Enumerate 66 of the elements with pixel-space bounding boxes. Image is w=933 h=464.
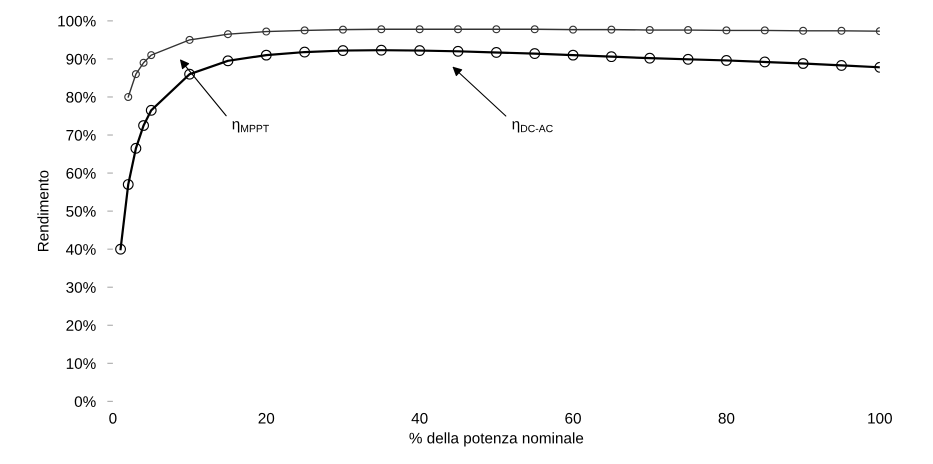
point	[377, 25, 386, 34]
point	[606, 51, 617, 62]
point	[722, 26, 730, 34]
y-tick-label: 20%	[66, 320, 96, 331]
point	[452, 46, 464, 57]
point	[416, 25, 424, 34]
point	[338, 45, 348, 56]
point	[299, 46, 310, 58]
y-tick-label: 0%	[74, 396, 96, 408]
point	[646, 26, 654, 34]
point	[260, 50, 272, 61]
y-tick-label: 70%	[66, 130, 96, 141]
point	[300, 26, 309, 34]
point	[186, 36, 194, 44]
point	[376, 44, 387, 56]
point	[684, 26, 692, 34]
x-tick-label: 40	[412, 412, 428, 424]
x-tick-label: 100	[868, 412, 892, 424]
point	[682, 54, 694, 65]
point	[338, 26, 347, 34]
point	[184, 68, 195, 80]
point	[122, 179, 134, 190]
point	[721, 55, 732, 66]
y-tick-label: 100%	[58, 16, 96, 27]
point	[262, 28, 270, 36]
point	[115, 244, 126, 255]
point	[124, 92, 132, 102]
y-tick-label: 50%	[66, 206, 96, 217]
point	[644, 52, 656, 64]
point	[130, 142, 142, 154]
point	[222, 55, 234, 66]
y-axis-title: Rendimento	[37, 170, 49, 252]
y-tick-label: 80%	[66, 92, 96, 103]
point	[798, 58, 809, 69]
x-axis-title: % della potenza nominale	[409, 432, 584, 447]
x-tick-label: 80	[718, 412, 734, 424]
point	[138, 120, 149, 131]
point	[140, 58, 148, 67]
point	[799, 26, 808, 35]
point	[224, 30, 232, 38]
y-tick-label: 60%	[66, 168, 96, 179]
x-tick-label: 60	[565, 412, 581, 424]
point	[760, 26, 769, 34]
point	[132, 70, 140, 78]
point	[836, 60, 847, 71]
point	[146, 104, 157, 116]
point	[454, 25, 462, 34]
point	[569, 26, 578, 34]
annotation: ηDC-AC	[512, 121, 553, 132]
point	[607, 26, 616, 34]
point	[490, 47, 502, 58]
y-tick-label: 10%	[66, 358, 96, 369]
point	[529, 48, 540, 60]
point	[568, 50, 578, 61]
point	[530, 25, 539, 34]
y-tick-label: 40%	[66, 244, 96, 255]
x-tick-label: 20	[258, 412, 274, 424]
point	[492, 25, 500, 34]
x-tick-label: 0	[109, 412, 117, 424]
point	[759, 56, 770, 68]
y-tick-label: 90%	[66, 54, 96, 65]
y-tick-label: 30%	[66, 282, 96, 293]
point	[147, 51, 156, 60]
point	[414, 45, 426, 56]
point	[837, 26, 846, 35]
annotation: ηMPPT	[232, 121, 269, 132]
